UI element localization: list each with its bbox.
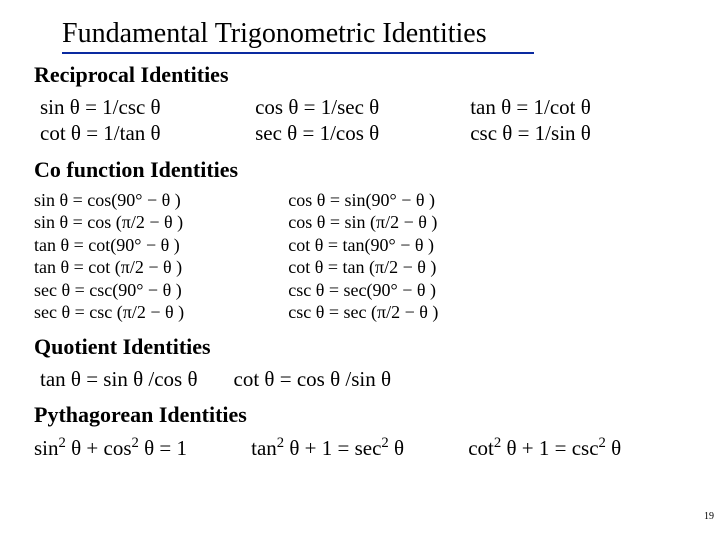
- identity-part: sin: [34, 436, 59, 460]
- slide-title: Fundamental Trigonometric Identities: [62, 18, 686, 50]
- cofunction-col-1: sin θ = cos(90° − θ ) sin θ = cos (π/2 −…: [34, 189, 288, 324]
- section-reciprocal: Reciprocal Identities: [34, 62, 686, 88]
- identity-line: tan θ = sin θ /cos θ: [40, 366, 198, 392]
- pythagorean-row: sin2 θ + cos2 θ = 1 tan2 θ + 1 = sec2 θ …: [34, 434, 686, 461]
- exponent: 2: [599, 435, 606, 451]
- identity-line: tan θ = cot(90° − θ ): [34, 234, 288, 257]
- identity-line: sec θ = 1/cos θ: [255, 120, 470, 146]
- reciprocal-col-1: sin θ = 1/csc θ cot θ = 1/tan θ: [40, 94, 255, 147]
- identity-line: tan θ = 1/cot θ: [470, 94, 685, 120]
- identity-line: sec θ = csc (π/2 − θ ): [34, 301, 288, 324]
- page-number: 19: [704, 511, 714, 522]
- identity-line: csc θ = 1/sin θ: [470, 120, 685, 146]
- identity-part: θ + cos: [66, 436, 132, 460]
- slide: Fundamental Trigonometric Identities Rec…: [0, 0, 720, 540]
- identity-line: cot θ = tan(90° − θ ): [288, 234, 549, 257]
- title-underline: [62, 52, 534, 54]
- identity-line: csc θ = sec (π/2 − θ ): [288, 301, 549, 324]
- identity-part: θ + 1 = sec: [284, 436, 381, 460]
- exponent: 2: [59, 435, 66, 451]
- reciprocal-col-3: tan θ = 1/cot θ csc θ = 1/sin θ: [470, 94, 685, 147]
- identity-line: sin θ = cos (π/2 − θ ): [34, 211, 288, 234]
- quotient-row: tan θ = sin θ /cos θ cot θ = cos θ /sin …: [40, 366, 686, 392]
- exponent: 2: [381, 435, 388, 451]
- cofunction-col-2: cos θ = sin(90° − θ ) cos θ = sin (π/2 −…: [288, 189, 549, 324]
- identity-line: csc θ = sec(90° − θ ): [288, 279, 549, 302]
- pythag-3: cot2 θ + 1 = csc2 θ: [468, 434, 685, 461]
- identity-part: θ = 1: [139, 436, 187, 460]
- pythag-2: tan2 θ + 1 = sec2 θ: [251, 434, 468, 461]
- identity-part: cot: [468, 436, 494, 460]
- identity-line: cot θ = tan (π/2 − θ ): [288, 256, 549, 279]
- cofunction-grid: sin θ = cos(90° − θ ) sin θ = cos (π/2 −…: [34, 189, 686, 324]
- identity-part: θ: [606, 436, 621, 460]
- identity-line: cot θ = cos θ /sin θ: [234, 366, 392, 392]
- identity-part: θ + 1 = csc: [501, 436, 598, 460]
- identity-line: sin θ = cos(90° − θ ): [34, 189, 288, 212]
- identity-line: sin θ = 1/csc θ: [40, 94, 255, 120]
- exponent: 2: [132, 435, 139, 451]
- identity-line: cot θ = 1/tan θ: [40, 120, 255, 146]
- exponent: 2: [277, 435, 284, 451]
- pythag-1: sin2 θ + cos2 θ = 1: [34, 434, 251, 461]
- reciprocal-col-2: cos θ = 1/sec θ sec θ = 1/cos θ: [255, 94, 470, 147]
- identity-part: θ: [389, 436, 404, 460]
- section-pythagorean: Pythagorean Identities: [34, 402, 686, 428]
- section-cofunction: Co function Identities: [34, 157, 686, 183]
- identity-line: tan θ = cot (π/2 − θ ): [34, 256, 288, 279]
- section-quotient: Quotient Identities: [34, 334, 686, 360]
- reciprocal-grid: sin θ = 1/csc θ cot θ = 1/tan θ cos θ = …: [40, 94, 686, 147]
- identity-line: cos θ = sin (π/2 − θ ): [288, 211, 549, 234]
- identity-line: cos θ = 1/sec θ: [255, 94, 470, 120]
- identity-line: cos θ = sin(90° − θ ): [288, 189, 549, 212]
- identity-line: sec θ = csc(90° − θ ): [34, 279, 288, 302]
- identity-part: tan: [251, 436, 277, 460]
